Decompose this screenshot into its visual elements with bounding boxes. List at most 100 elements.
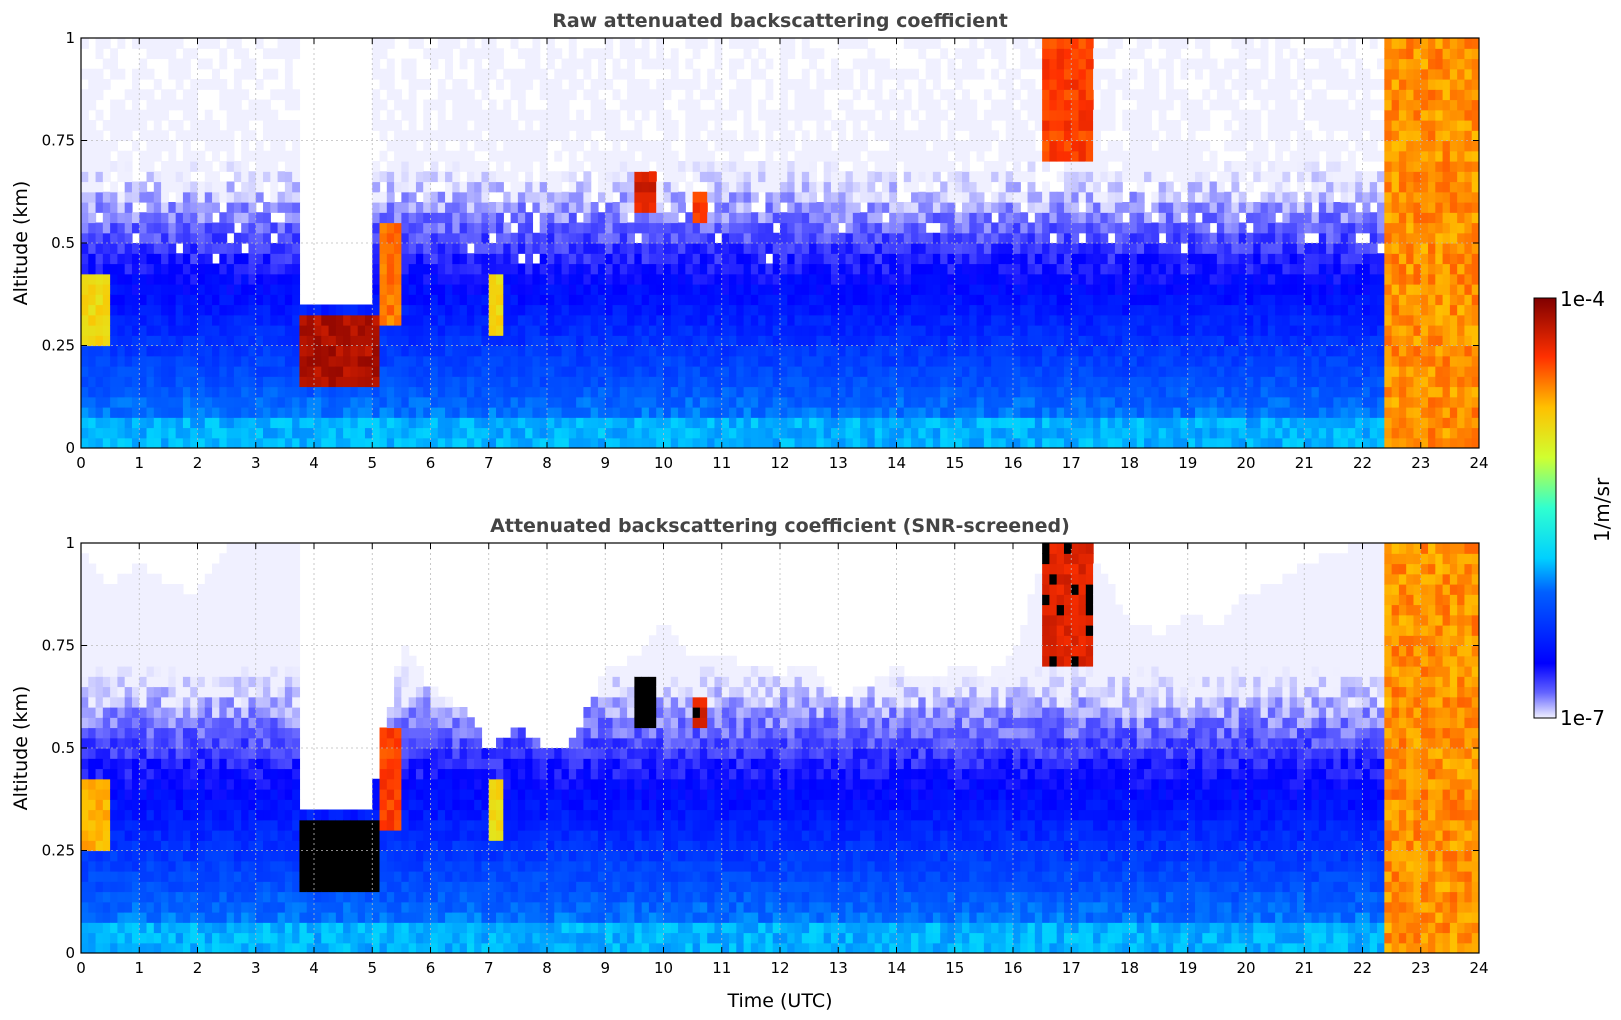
heatmap-cell (408, 58, 417, 70)
heatmap-cell (1078, 437, 1087, 448)
heatmap-cell (1129, 202, 1138, 213)
heatmap-cell (190, 263, 199, 275)
heatmap-cell (969, 263, 978, 275)
heatmap-cell (423, 263, 432, 275)
heatmap-cell (976, 263, 985, 275)
heatmap-cell (1027, 366, 1036, 377)
heatmap-cell (1042, 38, 1051, 49)
heatmap-cell (758, 407, 767, 418)
heatmap-cell (962, 427, 970, 439)
heatmap-cell (838, 232, 847, 244)
heatmap-cell (1049, 376, 1058, 388)
heatmap-cell (197, 273, 206, 285)
heatmap-cell (1027, 99, 1036, 111)
heatmap-cell (1129, 191, 1138, 203)
heatmap-cell (612, 212, 621, 224)
heatmap-cell (743, 161, 752, 172)
heatmap-cell (925, 366, 934, 377)
heatmap-cell (204, 140, 213, 152)
heatmap-cell (423, 273, 432, 285)
heatmap-cell (991, 314, 1000, 326)
heatmap-cell (729, 232, 737, 244)
heatmap-cell (1129, 427, 1138, 439)
heatmap-cell (714, 130, 723, 142)
heatmap-cell (124, 263, 133, 275)
heatmap-cell (881, 366, 890, 377)
heatmap-cell (328, 386, 337, 398)
heatmap-cell (1100, 202, 1109, 213)
heatmap-cell (248, 232, 257, 244)
heatmap-cell (867, 314, 876, 326)
heatmap-cell (110, 386, 119, 398)
heatmap-cell (88, 345, 97, 357)
heatmap-cell (576, 191, 585, 203)
heatmap-cell (146, 273, 155, 285)
heatmap-cell (1107, 212, 1116, 224)
heatmap-cell (437, 263, 446, 275)
heatmap-cell (743, 109, 752, 121)
heatmap-cell (1078, 263, 1087, 275)
heatmap-cell (809, 191, 818, 203)
heatmap-cell (809, 294, 818, 306)
heatmap-cell (1151, 294, 1160, 306)
heatmap-cell (1049, 109, 1058, 121)
heatmap-cell (88, 150, 97, 162)
heatmap-cell (445, 212, 453, 224)
heatmap-cell (801, 407, 810, 418)
heatmap-cell (1020, 120, 1029, 131)
heatmap-cell (481, 437, 490, 448)
heatmap-cell (372, 109, 381, 121)
heatmap-cell (838, 284, 847, 295)
heatmap-cell (1027, 202, 1036, 213)
heatmap-cell (583, 212, 592, 224)
heatmap-cell (641, 109, 650, 121)
heatmap-cell (736, 243, 745, 254)
heatmap-cell (663, 386, 672, 398)
heatmap-cell (117, 304, 126, 316)
heatmap-cell (809, 417, 818, 429)
heatmap-cell (466, 191, 475, 203)
heatmap-cell (408, 140, 417, 152)
heatmap-cell (983, 407, 992, 418)
heatmap-cell (954, 181, 963, 193)
heatmap-cell (619, 130, 628, 142)
heatmap-cell (801, 355, 810, 367)
heatmap-cell (408, 232, 417, 244)
heatmap-cell (561, 314, 570, 326)
heatmap-cell (474, 325, 483, 336)
heatmap-cell (954, 396, 963, 408)
heatmap-cell (801, 366, 810, 377)
heatmap-cell (241, 212, 250, 224)
heatmap-cell (801, 48, 810, 60)
heatmap-cell (292, 294, 301, 306)
heatmap-cell (707, 191, 716, 203)
heatmap-cell (263, 273, 271, 285)
heatmap-cell (750, 181, 759, 193)
heatmap-cell (474, 130, 483, 142)
heatmap-cell (918, 335, 927, 347)
heatmap-cell (561, 294, 570, 306)
heatmap-cell (1085, 437, 1094, 448)
heatmap-cell (590, 161, 599, 172)
heatmap-cell (568, 355, 577, 367)
heatmap-cell (809, 273, 818, 285)
heatmap-cell (437, 314, 446, 326)
heatmap-cell (605, 171, 614, 183)
heatmap-cell (124, 120, 133, 131)
heatmap-cell (81, 263, 89, 275)
heatmap-cell (903, 99, 912, 111)
heatmap-cell (270, 304, 279, 316)
heatmap-cell (547, 232, 555, 244)
heatmap-cell (95, 366, 104, 377)
heatmap-cell (233, 366, 242, 377)
heatmap-cell (146, 407, 155, 418)
heatmap-cell (1063, 79, 1072, 90)
heatmap-cell (787, 304, 796, 316)
heatmap-cell (1063, 417, 1072, 429)
heatmap-cell (131, 284, 140, 295)
heatmap-cell (962, 253, 970, 265)
heatmap-cell (241, 407, 250, 418)
heatmap-cell (780, 417, 788, 429)
heatmap-cell (903, 150, 912, 162)
heatmap-cell (932, 437, 941, 448)
